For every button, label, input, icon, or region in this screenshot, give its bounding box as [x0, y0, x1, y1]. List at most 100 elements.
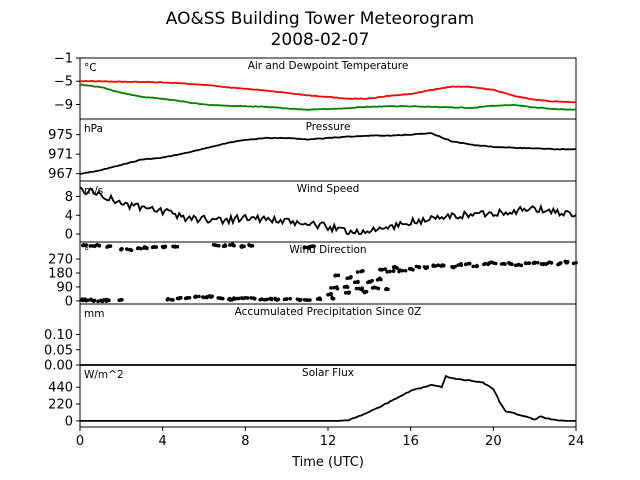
wind-direction-point — [329, 286, 333, 290]
wind-direction-point — [354, 286, 359, 291]
wind-direction-point — [284, 297, 289, 301]
wind-direction-point — [329, 292, 333, 296]
wind-direction-point — [343, 291, 348, 295]
wind-direction-point — [513, 263, 518, 268]
solar-flux-ytick-label: 220 — [48, 398, 73, 413]
wind-direction-point — [318, 297, 323, 302]
wind-direction-point — [378, 267, 382, 272]
wind-direction-point — [482, 262, 486, 267]
wind-direction-point — [510, 262, 514, 267]
wind-direction-point — [558, 261, 563, 265]
wind-direction-point — [345, 285, 349, 289]
wind-direction-point — [493, 261, 498, 266]
wind-direction-point — [463, 262, 468, 267]
wind-direction-point — [563, 259, 567, 264]
wind-direction-point — [171, 298, 175, 302]
figure-title: AO&SS Building Tower Meteorogram — [166, 9, 474, 29]
temperature-series-line — [79, 79, 577, 104]
wind-direction-point — [312, 244, 316, 249]
wind-direction-point — [216, 296, 221, 300]
wind-direction-point — [193, 295, 197, 299]
wind-direction-point — [397, 269, 401, 274]
precipitation-unit-label: mm — [84, 308, 104, 320]
wind-direction-point — [376, 286, 381, 291]
wind-direction-point — [527, 261, 531, 265]
wind-direction-point — [211, 242, 216, 247]
pressure-ytick-label: 975 — [48, 128, 73, 143]
wind-direction-point — [459, 262, 463, 266]
solar-flux-series-line — [80, 374, 576, 422]
wind-direction-point — [154, 245, 159, 249]
wind-direction-point — [334, 273, 339, 278]
wind-direction-point — [395, 266, 399, 270]
wind-direction-point — [288, 296, 292, 301]
wind-direction-point — [249, 296, 253, 300]
temperature-unit-label: °C — [84, 62, 97, 74]
wind-direction-point — [242, 244, 246, 249]
wind-direction-point — [99, 298, 104, 303]
pressure-ytick-label: 971 — [48, 148, 73, 163]
wind-direction-point — [392, 264, 397, 269]
precipitation-ytick-label: 0.10 — [44, 328, 73, 343]
wind-direction-point — [104, 299, 109, 303]
wind-direction-point — [232, 296, 236, 300]
wind-direction-point — [334, 285, 339, 289]
precipitation-ytick-label: 0.05 — [44, 343, 73, 358]
wind-direction-point — [385, 270, 389, 274]
pressure-series-line — [79, 132, 577, 175]
wind-direction-point — [360, 269, 365, 273]
wind-speed-panel-title: Wind Speed — [297, 183, 360, 195]
wind-direction-point — [456, 263, 460, 267]
wind-direction-ytick-label: 0 — [65, 294, 73, 309]
wind-direction-point — [245, 296, 250, 300]
wind-direction-point — [361, 289, 365, 294]
solar-flux-ytick-label: 440 — [48, 381, 73, 396]
solar-flux-unit-label: W/m^2 — [84, 369, 124, 381]
wind-direction-point — [187, 295, 192, 300]
wind-direction-point — [502, 261, 506, 266]
pressure-ytick-label: 967 — [48, 167, 73, 182]
wind-direction-point — [250, 243, 255, 248]
wind-direction-point — [232, 243, 236, 248]
wind-direction-point — [88, 244, 93, 248]
wind-direction-point — [295, 297, 300, 301]
wind-direction-ytick-label: 270 — [48, 253, 73, 268]
wind-direction-point — [241, 296, 245, 301]
wind-direction-point — [137, 246, 141, 250]
x-tick-label: 4 — [159, 434, 167, 449]
wind-direction-point — [175, 244, 180, 249]
wind-direction-point — [171, 244, 175, 249]
wind-speed-ytick-label: 4 — [65, 209, 73, 224]
wind-direction-point — [128, 247, 133, 252]
wind-direction-point — [386, 287, 390, 292]
x-tick-label: 12 — [320, 434, 337, 449]
wind-direction-panel-title: Wind Direction — [289, 244, 366, 256]
x-tick-label: 8 — [241, 434, 249, 449]
wind-direction-point — [425, 265, 430, 269]
wind-direction-point — [178, 295, 183, 300]
wind-direction-point — [391, 269, 396, 273]
wind-direction-point — [207, 294, 212, 298]
x-tick-label: 0 — [76, 434, 84, 449]
wind-direction-point — [366, 280, 370, 285]
wind-direction-point — [228, 243, 232, 247]
wind-direction-point — [539, 262, 544, 266]
temperature-ytick-label: −1 — [54, 52, 73, 67]
pressure-unit-label: hPa — [84, 123, 103, 135]
wind-direction-point — [84, 298, 88, 303]
wind-direction-point — [355, 270, 360, 274]
x-tick-label: 24 — [568, 434, 585, 449]
wind-direction-point — [349, 274, 353, 279]
wind-direction-point — [307, 244, 312, 249]
wind-direction-point — [269, 297, 274, 302]
wind-direction-point — [83, 243, 88, 248]
temperature-panel-title: Air and Dewpoint Temperature — [248, 60, 409, 72]
wind-direction-point — [360, 286, 364, 291]
temperature-ytick-label: −5 — [54, 75, 73, 90]
x-tick-label: 16 — [402, 434, 419, 449]
wind-direction-point — [467, 261, 472, 266]
wind-direction-point — [252, 297, 257, 301]
wind-direction-point — [201, 295, 205, 299]
wind-direction-point — [556, 262, 560, 267]
